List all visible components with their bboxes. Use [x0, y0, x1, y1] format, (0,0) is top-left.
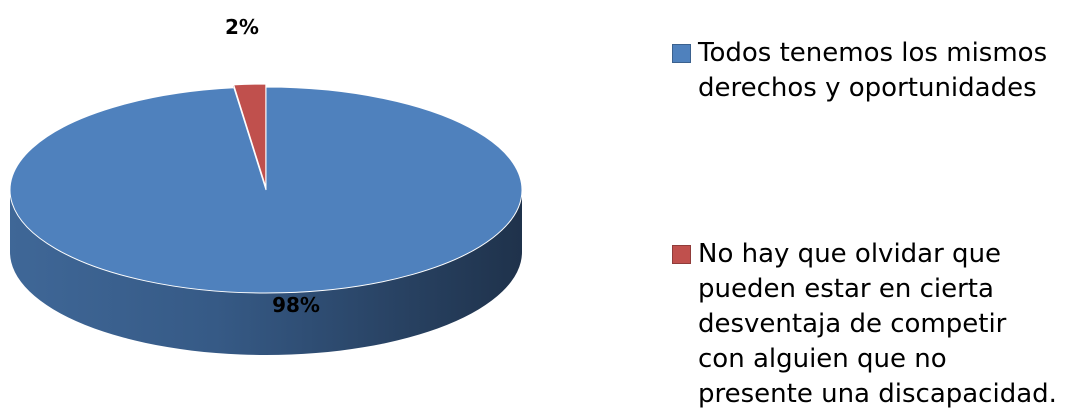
pie-chart: 98% 2% — [9, 15, 523, 355]
legend-swatch-blue — [672, 44, 691, 63]
legend-item-desventaja: No hay que olvidar que pueden estar en c… — [672, 237, 1058, 412]
legend-label-desventaja: No hay que olvidar que pueden estar en c… — [698, 239, 1057, 409]
pie-slice-0 — [9, 86, 523, 294]
data-label-2: 2% — [225, 15, 259, 39]
legend-item-mismos-derechos: Todos tenemos los mismos derechos y opor… — [672, 36, 1058, 106]
pie-slice-1 — [233, 83, 267, 188]
legend-label-mismos-derechos: Todos tenemos los mismos derechos y opor… — [698, 38, 1048, 103]
pie-slice-0-side — [10, 190, 522, 355]
data-label-98: 98% — [272, 293, 320, 317]
legend-swatch-red — [672, 245, 691, 264]
